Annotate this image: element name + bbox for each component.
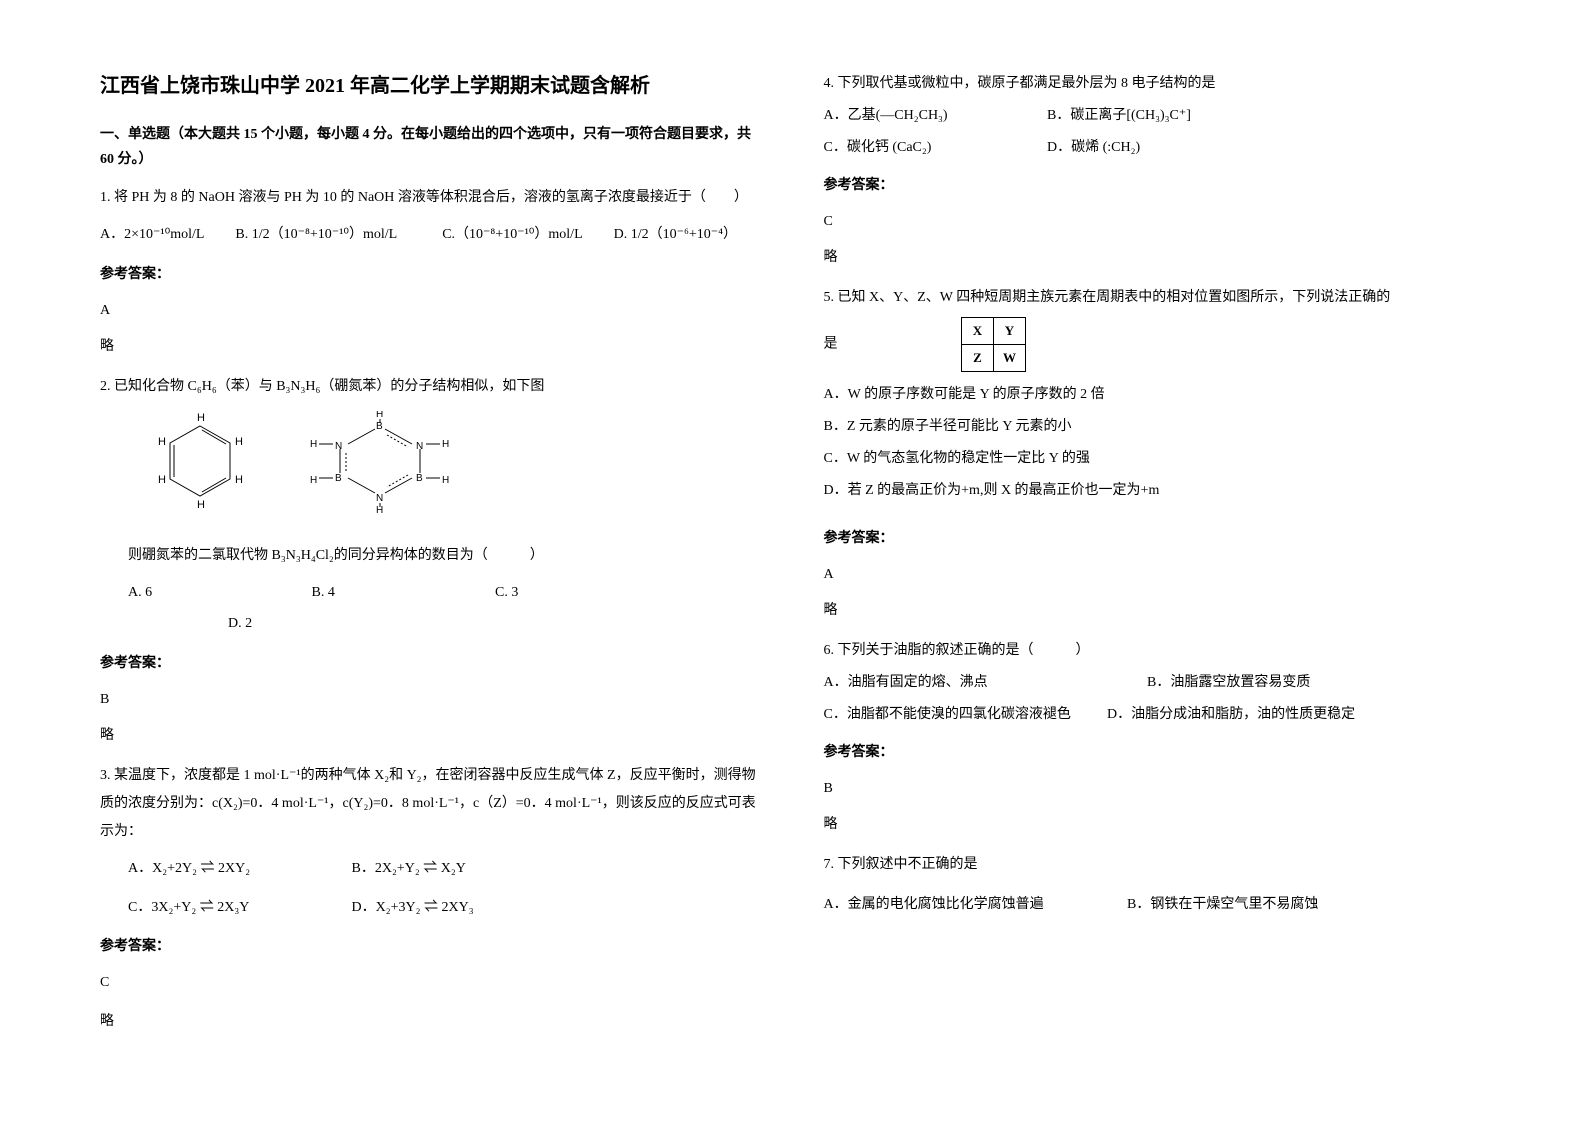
question-7: 7. 下列叙述中不正确的是 A．金属的电化腐蚀比化学腐蚀普遍 B．钢铁在干燥空气… (824, 851, 1488, 919)
q1-opt-d: D. 1/2（10⁻⁶+10⁻⁴） (614, 227, 737, 242)
q5-opt-d: D．若 Z 的最高正价为+m,则 X 的最高正价也一定为+m (824, 477, 1488, 505)
q3-opt-a: A．X₂+2Y₂ ⇌ 2XY₂ (128, 854, 348, 885)
q5-stem-row: 是 X Y Z W (824, 312, 1488, 377)
q4-options-row2: C．碳化钙 (CaC₂) D．碳烯 (:CH₂) (824, 134, 1488, 162)
q5-answer: A (824, 561, 1488, 589)
q4-answer-label: 参考答案： (824, 172, 1488, 200)
q3-answer-label: 参考答案： (100, 933, 764, 961)
q2-answer-label: 参考答案： (100, 650, 764, 678)
svg-text:N: N (376, 493, 383, 504)
svg-text:H: H (197, 499, 205, 511)
q6-opt-c: C．油脂都不能使溴的四氯化碳溶液褪色 (824, 701, 1104, 729)
q1-options: A．2×10⁻¹⁰mol/L B. 1/2（10⁻⁸+10⁻¹⁰）mol/L C… (100, 220, 764, 251)
q1-opt-c: C.（10⁻⁸+10⁻¹⁰）mol/L (442, 227, 582, 242)
q2-opt-c: C. 3 (495, 585, 518, 600)
question-6: 6. 下列关于油脂的叙述正确的是（ ） A．油脂有固定的熔、沸点 B．油脂露空放… (824, 637, 1488, 839)
q7-options-row1: A．金属的电化腐蚀比化学腐蚀普遍 B．钢铁在干燥空气里不易腐蚀 (824, 891, 1488, 919)
svg-text:N: N (335, 441, 342, 452)
svg-text:H: H (235, 436, 243, 448)
q5-opt-c: C．W 的气态氢化物的稳定性一定比 Y 的强 (824, 445, 1488, 473)
q1-answer-label: 参考答案： (100, 261, 764, 289)
q6-options-row2: C．油脂都不能使溴的四氯化碳溶液褪色 D．油脂分成油和脂肪，油的性质更稳定 (824, 701, 1488, 729)
q7-opt-a: A．金属的电化腐蚀比化学腐蚀普遍 (824, 891, 1124, 919)
q5-stem-b: 是 (824, 337, 838, 352)
question-3: 3. 某温度下，浓度都是 1 mol·L⁻¹的两种气体 X₂和 Y₂，在密闭容器… (100, 762, 764, 998)
q1-opt-b: B. 1/2（10⁻⁸+10⁻¹⁰）mol/L (235, 227, 396, 242)
q3-opt-d: D．X₂+3Y₂ ⇌ 2XY₃ (352, 900, 474, 915)
q5-stem-a: 5. 已知 X、Y、Z、W 四种短周期主族元素在周期表中的相对位置如图所示，下列… (824, 284, 1488, 312)
svg-text:B: B (335, 473, 342, 484)
q4-brief: 略 (824, 244, 1488, 272)
svg-text:H: H (158, 436, 166, 448)
q4-stem: 4. 下列取代基或微粒中，碳原子都满足最外层为 8 电子结构的是 (824, 70, 1488, 98)
cell-y: Y (994, 318, 1026, 345)
q5-periodic-table: X Y Z W (961, 317, 1026, 372)
q5-opt-b: B．Z 元素的原子半径可能比 Y 元素的小 (824, 413, 1488, 441)
q7-stem: 7. 下列叙述中不正确的是 (824, 851, 1488, 879)
q1-opt-a: A．2×10⁻¹⁰mol/L (100, 227, 204, 242)
question-5: 5. 已知 X、Y、Z、W 四种短周期主族元素在周期表中的相对位置如图所示，下列… (824, 284, 1488, 625)
cell-w: W (994, 345, 1026, 372)
svg-text:H: H (376, 411, 383, 420)
q6-answer: B (824, 775, 1488, 803)
q4-opt-d: D．碳烯 (:CH₂) (1047, 140, 1140, 155)
q5-brief: 略 (824, 597, 1488, 625)
q4-opt-c: C．碳化钙 (CaC₂) (824, 134, 1044, 162)
question-4: 4. 下列取代基或微粒中，碳原子都满足最外层为 8 电子结构的是 A．乙基(—C… (824, 70, 1488, 272)
q1-brief: 略 (100, 333, 764, 361)
q6-answer-label: 参考答案： (824, 739, 1488, 767)
q4-opt-b: B．碳正离子[(CH₃)₃C⁺] (1047, 108, 1191, 123)
cell-z: Z (962, 345, 994, 372)
question-2: 2. 已知化合物 C₆H₆（苯）与 B₃N₃H₆（硼氮苯）的分子结构相似，如下图… (100, 373, 764, 750)
q3-options-row2: C．3X₂+Y₂ ⇌ 2X₃Y D．X₂+3Y₂ ⇌ 2XY₃ (128, 893, 764, 924)
svg-text:H: H (310, 439, 317, 450)
q3-brief: 略 (100, 1009, 764, 1034)
q6-brief: 略 (824, 811, 1488, 839)
q2-diagram: H H H H H H B N (140, 411, 764, 532)
svg-text:H: H (197, 412, 205, 424)
section-1-heading: 一、单选题（本大题共 15 个小题，每小题 4 分。在每小题给出的四个选项中，只… (100, 122, 764, 172)
q7-opt-b: B．钢铁在干燥空气里不易腐蚀 (1127, 897, 1318, 912)
question-1: 1. 将 PH 为 8 的 NaOH 溶液与 PH 为 10 的 NaOH 溶液… (100, 184, 764, 361)
q3-options-row1: A．X₂+2Y₂ ⇌ 2XY₂ B．2X₂+Y₂ ⇌ X₂Y (128, 854, 764, 885)
q2-brief: 略 (100, 722, 764, 750)
q4-opt-a: A．乙基(—CH₂CH₃) (824, 102, 1044, 130)
q3-opt-b: B．2X₂+Y₂ ⇌ X₂Y (352, 861, 466, 876)
cell-x: X (962, 318, 994, 345)
q6-opt-a: A．油脂有固定的熔、沸点 (824, 669, 1144, 697)
q5-opt-a: A．W 的原子序数可能是 Y 的原子序数的 2 倍 (824, 381, 1488, 409)
q6-options-row1: A．油脂有固定的熔、沸点 B．油脂露空放置容易变质 (824, 669, 1488, 697)
q2-opt-a: A. 6 (128, 578, 308, 609)
q3-opt-c: C．3X₂+Y₂ ⇌ 2X₃Y (128, 893, 348, 924)
svg-text:H: H (442, 475, 449, 486)
q2-options: A. 6 B. 4 C. 3 D. 2 (128, 578, 764, 640)
q3-answer: C (100, 969, 764, 997)
q2-opt-b: B. 4 (312, 578, 492, 609)
q6-opt-d: D．油脂分成油和脂肪，油的性质更稳定 (1107, 707, 1355, 722)
q1-answer: A (100, 297, 764, 325)
q4-answer: C (824, 208, 1488, 236)
q1-stem: 1. 将 PH 为 8 的 NaOH 溶液与 PH 为 10 的 NaOH 溶液… (100, 184, 764, 212)
svg-text:H: H (310, 475, 317, 486)
q5-answer-label: 参考答案： (824, 525, 1488, 553)
q4-options-row1: A．乙基(—CH₂CH₃) B．碳正离子[(CH₃)₃C⁺] (824, 102, 1488, 130)
svg-text:B: B (416, 473, 423, 484)
q6-opt-b: B．油脂露空放置容易变质 (1147, 675, 1310, 690)
q2-opt-d: D. 2 (228, 609, 764, 640)
q3-stem: 3. 某温度下，浓度都是 1 mol·L⁻¹的两种气体 X₂和 Y₂，在密闭容器… (100, 762, 764, 846)
q2-subq: 则硼氮苯的二氯取代物 B₃N₃H₄Cl₂的同分异构体的数目为（ ） (128, 542, 764, 570)
q2-answer: B (100, 686, 764, 714)
q2-stem: 2. 已知化合物 C₆H₆（苯）与 B₃N₃H₆（硼氮苯）的分子结构相似，如下图 (100, 373, 764, 401)
q6-stem: 6. 下列关于油脂的叙述正确的是（ ） (824, 637, 1488, 665)
svg-text:N: N (416, 441, 423, 452)
svg-text:H: H (235, 474, 243, 486)
document-title: 江西省上饶市珠山中学 2021 年高二化学上学期期末试题含解析 (100, 70, 764, 102)
svg-text:H: H (442, 439, 449, 450)
benzene-boron-diagram: H H H H H H B N (140, 411, 500, 521)
svg-text:H: H (158, 474, 166, 486)
